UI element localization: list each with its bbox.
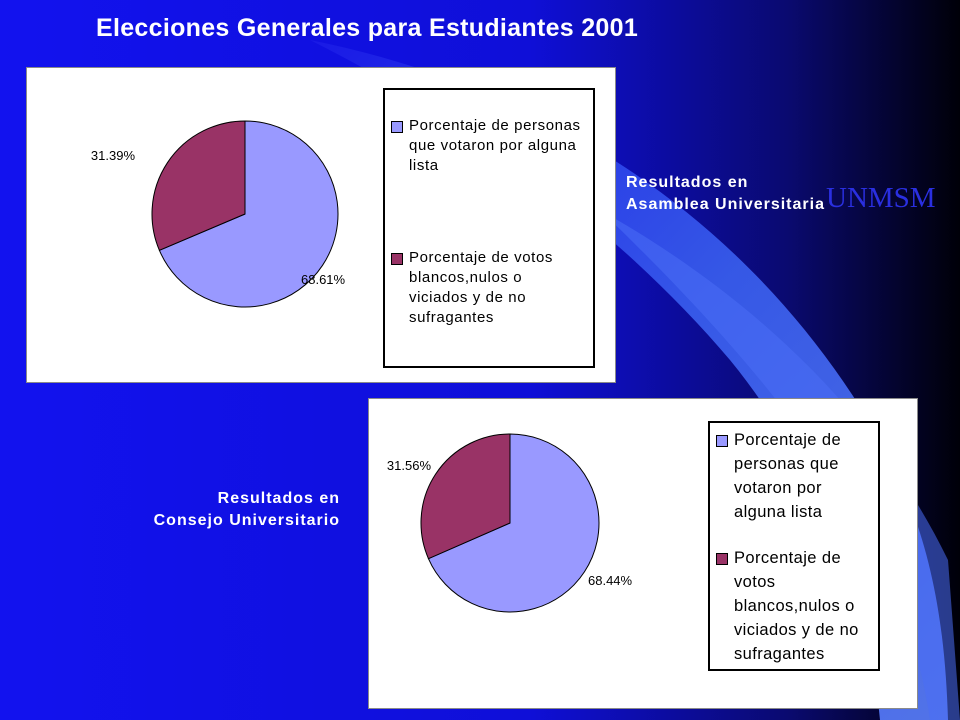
legend-text-line: personas que [734,455,839,473]
legend-text-line: blancos,nulos o [409,269,523,286]
caption-asamblea: Resultados en Asamblea Universitaria [626,172,825,216]
legend-text-line: Porcentaje de personas [409,117,581,134]
legend-text-line: blancos,nulos o [734,597,855,615]
data-label-slice-blancos-nulos-0: 31.39% [91,148,136,163]
data-label-slice-votaron-1: 68.44% [588,573,633,588]
legend-text-line: viciados y de no [409,289,527,306]
caption-consejo: Resultados en Consejo Universitario [80,488,340,532]
caption-asamblea-line2: Asamblea Universitaria [626,196,825,213]
legend-text-line: que votaron por alguna [409,137,577,154]
legend-text-line: Porcentaje de [734,431,842,449]
legend-text-line: sufragantes [409,309,494,326]
legend-text-line: Porcentaje de votos [409,249,553,266]
legend-text-line: Porcentaje de [734,549,842,567]
legend-item-slice-blancos-nulos-0: Porcentaje de votos blancos,nulos o viciad… [391,248,587,328]
legend-item-slice-votaron-0: Porcentaje de personas que votaron por al… [391,116,587,176]
data-label-slice-blancos-nulos-1: 31.56% [387,458,432,473]
legend-item-slice-blancos-nulos-1: Porcentaje de votos blancos,nulos o viciado… [716,546,874,666]
legend-asamblea: Porcentaje de personas que votaron por al… [383,88,595,368]
legend-consejo: Porcentaje de personas que votaron por algu… [708,421,880,671]
caption-asamblea-line1: Resultados en [626,174,749,191]
pie-svg-consejo: 68.44% 31.56% [387,433,633,613]
legend-text-line: votaron por [734,479,822,497]
legend-swatch-1-0 [716,435,728,447]
caption-consejo-line1: Resultados en [217,490,340,507]
legend-item-slice-votaron-1: Porcentaje de personas que votaron por algu… [716,428,874,524]
slice-votaron-1 [427,433,600,613]
legend-text-line: sufragantes [734,645,825,663]
slide-title: Elecciones Generales para Estudiantes 20… [96,14,639,42]
legend-text-line: lista [409,157,439,174]
slice-blancos-nulos-0 [151,120,246,251]
pie-svg-asamblea: 68.61% 31.39% [91,120,346,308]
legend-text-line: votos [734,573,776,591]
data-label-slice-votaron-0: 68.61% [301,272,346,287]
slice-blancos-nulos-1 [420,433,511,560]
legend-swatch-1-1 [716,553,728,565]
legend-swatch-0-1 [391,253,403,265]
legend-text-line: viciados y de no [734,621,859,639]
pie-chart-asamblea: 68.61% 31.39% Porcentaje de personas que v… [26,67,616,383]
legend-swatch-0-0 [391,121,403,133]
pie-chart-consejo: 68.44% 31.56% Porcentaje de personas que vo… [368,398,918,709]
slice-votaron-0 [158,120,339,308]
legend-text-line: alguna lista [734,503,823,521]
caption-consejo-line2: Consejo Universitario [153,512,340,529]
unmsm-watermark: UNMSM [826,182,936,214]
